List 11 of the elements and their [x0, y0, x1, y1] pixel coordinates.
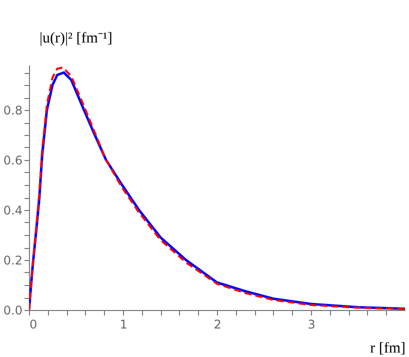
- y-tick-label: 0.2: [3, 254, 22, 268]
- y-tick-label: 0.0: [3, 304, 22, 318]
- y-tick-label: 0.8: [3, 104, 22, 118]
- x-tick-label: 3: [308, 318, 316, 332]
- x-axis-title: r [fm]: [370, 340, 406, 356]
- x-tick-label: 2: [214, 318, 222, 332]
- x-tick-label: 0: [30, 318, 38, 332]
- y-tick-label: 0.6: [3, 154, 22, 168]
- y-tick-label: 0.4: [3, 204, 22, 218]
- y-axis-title: |u(r)|² [fm⁻¹]: [40, 30, 112, 46]
- x-tick-label: 1: [120, 318, 128, 332]
